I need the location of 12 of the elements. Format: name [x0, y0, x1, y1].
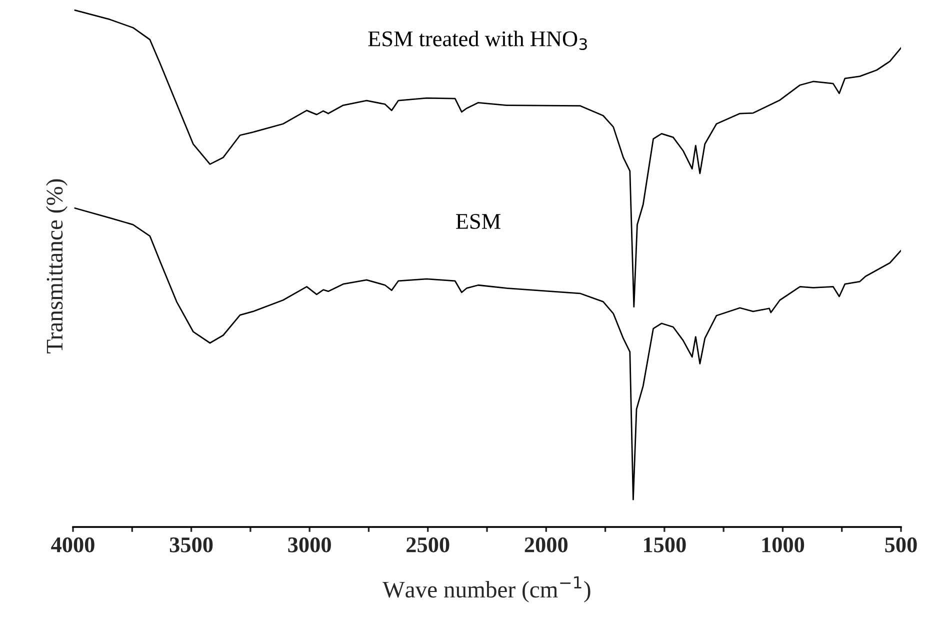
x-tick-label: 3500: [170, 537, 213, 552]
x-tick-label: 1000: [762, 537, 804, 552]
x-tick-label: 2500: [406, 537, 450, 552]
x-axis-title: Wave number (cm$^{−1}$): [382, 576, 590, 602]
x-tick-label: 1500: [644, 537, 686, 552]
x-tick-label: 500: [885, 537, 917, 552]
text: ESM treated with HNO$_{3}$: [368, 30, 587, 50]
text: ESM: [456, 214, 500, 229]
x-tick-label: 4000: [51, 537, 94, 552]
x-tick-label: 3000: [288, 537, 331, 552]
y-axis-title: Transmittance (%): [46, 179, 68, 354]
x-tick-label: 2000: [524, 537, 568, 552]
